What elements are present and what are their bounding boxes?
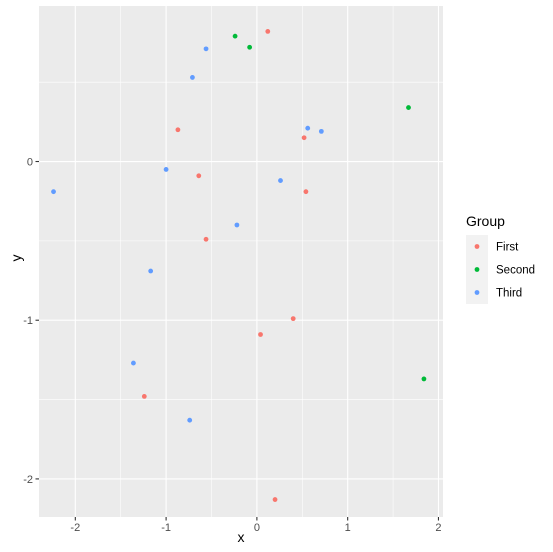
x-axis-ticks: -2 -1 0 1 2 <box>70 517 442 534</box>
y-tick-label: -1 <box>23 315 33 327</box>
data-point-third-5 <box>278 178 283 183</box>
y-axis-ticks: -2 -1 0 <box>23 157 39 486</box>
data-point-first-8 <box>141 393 147 399</box>
data-point-third-2 <box>305 125 311 131</box>
data-point-second-2 <box>406 105 411 110</box>
legend-label-first: First <box>496 242 519 254</box>
x-tick-label: 2 <box>435 522 441 534</box>
legend-label-second: Second <box>496 265 535 277</box>
x-tick-label: 0 <box>254 522 260 534</box>
data-points <box>51 28 427 502</box>
legend-key-point-third <box>474 290 480 295</box>
data-point-first-2 <box>301 135 307 141</box>
data-point-third-9 <box>131 360 136 366</box>
data-point-third-7 <box>234 222 240 228</box>
legend: Group First Second Third <box>466 213 535 304</box>
data-point-third-8 <box>148 268 154 274</box>
data-point-second-0 <box>232 33 238 39</box>
data-point-third-1 <box>190 75 195 80</box>
data-point-first-0 <box>265 28 271 34</box>
data-point-third-3 <box>318 128 324 134</box>
data-point-third-0 <box>203 46 209 52</box>
y-tick-label: -2 <box>23 474 33 486</box>
data-point-first-1 <box>175 127 181 133</box>
y-axis-title: y <box>8 255 24 262</box>
data-point-first-3 <box>196 173 202 179</box>
grid-minor <box>39 6 443 517</box>
grid-major <box>39 6 443 517</box>
x-tick-label: -1 <box>161 522 171 534</box>
data-point-first-9 <box>272 497 278 502</box>
data-point-first-7 <box>258 332 263 337</box>
data-point-third-10 <box>187 417 193 423</box>
plot-panel <box>39 6 443 517</box>
legend-key-point-first <box>474 244 480 249</box>
data-point-first-4 <box>303 189 309 195</box>
data-point-third-4 <box>163 167 169 172</box>
data-point-second-3 <box>421 376 427 382</box>
x-tick-label: -2 <box>70 522 80 534</box>
data-point-third-6 <box>51 189 56 195</box>
data-point-first-5 <box>203 236 209 242</box>
data-point-second-1 <box>247 44 253 50</box>
legend-title: Group <box>466 213 505 229</box>
legend-label-third: Third <box>496 288 522 300</box>
y-tick-label: 0 <box>27 157 33 169</box>
x-tick-label: 1 <box>345 522 351 534</box>
x-axis-title: x <box>238 529 245 545</box>
legend-key-point-second <box>474 267 480 272</box>
data-point-first-6 <box>290 316 296 322</box>
